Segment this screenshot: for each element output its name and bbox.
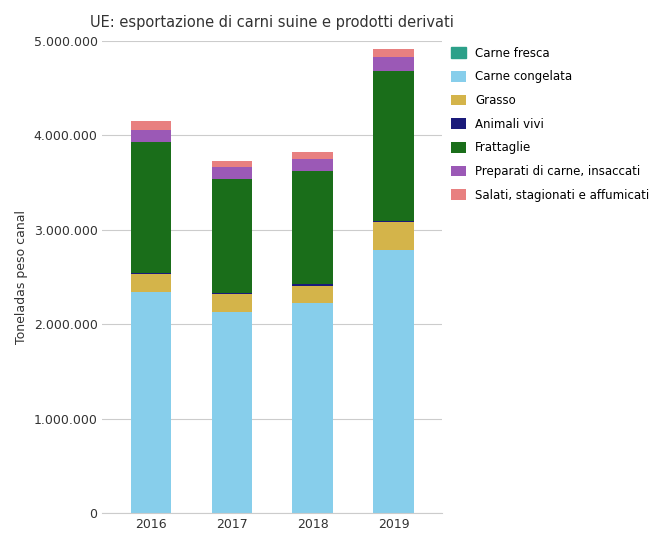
Bar [374,49,414,57]
Bar [131,292,171,513]
Bar [374,222,414,250]
Bar [131,143,171,272]
Bar [131,130,171,143]
Y-axis label: Toneladas peso canal: Toneladas peso canal [15,210,28,344]
Bar [131,274,171,292]
Bar [292,171,333,284]
Bar [212,179,252,293]
Title: UE: esportazione di carni suine e prodotti derivati: UE: esportazione di carni suine e prodot… [91,15,454,30]
Bar [212,167,252,179]
Bar [292,152,333,159]
Bar [374,250,414,513]
Bar [212,294,252,312]
Bar [292,286,333,304]
Bar [374,57,414,70]
Bar [212,161,252,167]
Bar [212,293,252,294]
Bar [374,221,414,222]
Bar [374,70,414,221]
Bar [212,312,252,513]
Bar [292,304,333,513]
Bar [131,272,171,274]
Bar [131,121,171,130]
Legend: Carne fresca, Carne congelata, Grasso, Animali vivi, Frattaglie, Preparati di ca: Carne fresca, Carne congelata, Grasso, A… [452,47,649,201]
Bar [292,159,333,171]
Bar [292,284,333,286]
